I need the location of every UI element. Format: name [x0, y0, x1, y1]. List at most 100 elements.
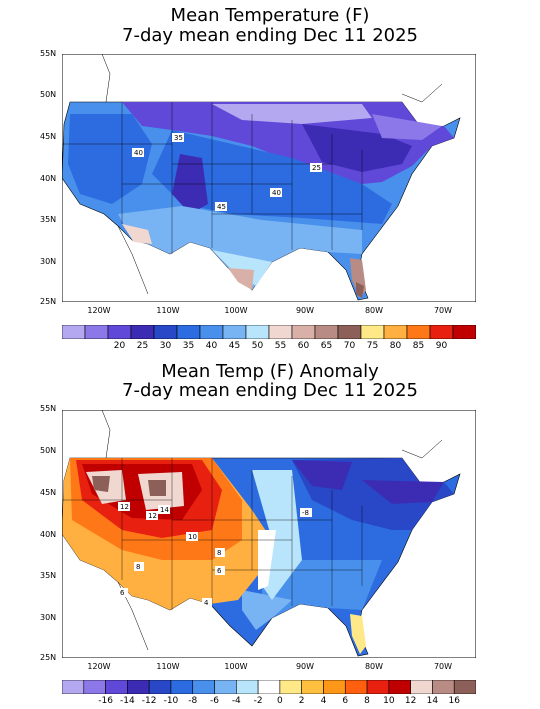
colorbar-label: 16	[448, 696, 460, 706]
top-colorbar	[62, 325, 476, 339]
colorbar-swatch	[257, 680, 281, 694]
lat-label: 40N	[40, 530, 57, 539]
lat-label: 30N	[40, 613, 57, 622]
colorbar-swatch	[383, 325, 408, 339]
lat-label: 35N	[40, 571, 57, 580]
bottom-ne-very-cold	[362, 480, 444, 504]
colorbar-label: -2	[253, 696, 263, 706]
colorbar-label: 25	[136, 341, 149, 351]
colorbar-swatch	[388, 680, 411, 694]
contour-label: 12	[148, 512, 157, 520]
bottom-west-brown2	[148, 480, 166, 496]
lon-label: 80W	[364, 662, 384, 671]
colorbar-swatch	[452, 325, 476, 339]
colorbar-swatch	[170, 680, 194, 694]
top-cold-ne	[372, 114, 442, 140]
lon-label: 90W	[295, 306, 315, 315]
bottom-contour-labels: 12 12 14 10 8 6 8 6 4 -8	[118, 502, 312, 607]
lon-label: 70W	[433, 306, 453, 315]
colorbar-swatch	[84, 325, 109, 339]
colorbar-label: 20	[113, 341, 126, 351]
contour-label: 8	[217, 549, 221, 557]
colorbar-swatch	[192, 680, 215, 694]
colorbar-swatch	[453, 680, 476, 694]
colorbar-swatch	[432, 680, 455, 694]
top-florida-tip	[356, 282, 364, 298]
lat-label: 35N	[40, 215, 57, 224]
lon-label: 100W	[224, 306, 248, 315]
top-west-mild	[68, 114, 152, 204]
colorbar-swatch	[323, 680, 346, 694]
colorbar-label: -14	[120, 696, 135, 706]
colorbar-swatch	[366, 680, 390, 694]
colorbar-label: 12	[404, 696, 417, 706]
colorbar-swatch	[268, 325, 293, 339]
lon-label: 110W	[156, 662, 180, 671]
colorbar-swatch	[222, 325, 247, 339]
lon-label: 120W	[87, 662, 111, 671]
colorbar-label: 65	[320, 341, 333, 351]
colorbar-label: 60	[297, 341, 310, 351]
lat-label: 55N	[40, 404, 57, 413]
lat-label: 25N	[40, 653, 57, 662]
bottom-colorbar	[62, 680, 476, 694]
colorbar-label: 10	[383, 696, 395, 706]
colorbar-label: 4	[320, 696, 327, 706]
top-texas-warm	[228, 268, 254, 290]
bottom-anomaly-map: 12 12 14 10 8 6 8 6 4 -8	[62, 410, 476, 658]
colorbar-label: 0	[277, 696, 283, 706]
colorbar-swatch	[62, 325, 86, 339]
bottom-gulf-mild	[242, 590, 292, 630]
colorbar-label: 14	[426, 696, 439, 706]
colorbar-swatch	[429, 325, 454, 339]
colorbar-label: 2	[298, 696, 305, 706]
colorbar-swatch	[107, 325, 132, 339]
top-map-subtitle: 7-day mean ending Dec 11 2025	[122, 25, 418, 46]
colorbar-swatch	[406, 325, 431, 339]
colorbar-label: 90	[435, 341, 448, 351]
colorbar-swatch	[127, 680, 150, 694]
colorbar-swatch	[360, 325, 385, 339]
bottom-map-subtitle: 7-day mean ending Dec 11 2025	[122, 380, 418, 401]
lat-label: 30N	[40, 257, 57, 266]
bottom-lakes-cold	[292, 460, 352, 490]
colorbar-label: -16	[98, 696, 113, 706]
colorbar-label: 50	[251, 341, 264, 351]
colorbar-swatch	[214, 680, 237, 694]
colorbar-label: 70	[343, 341, 356, 351]
lat-label: 50N	[40, 90, 57, 99]
colorbar-label: 55	[274, 341, 287, 351]
colorbar-label: 85	[412, 341, 425, 351]
colorbar-swatch	[291, 325, 316, 339]
contour-label: 40	[134, 149, 143, 157]
colorbar-swatch	[176, 325, 201, 339]
colorbar-label: -10	[163, 696, 179, 706]
colorbar-swatch	[245, 325, 270, 339]
contour-label: 12	[120, 503, 129, 511]
colorbar-label: 35	[182, 341, 195, 351]
top-gulf-warm	[212, 250, 272, 286]
lat-label: 55N	[40, 49, 57, 58]
colorbar-label: -4	[231, 696, 241, 706]
contour-label: 6	[217, 567, 222, 575]
colorbar-swatch	[344, 680, 368, 694]
top-map-title: Mean Temperature (F)	[170, 5, 370, 26]
contour-label: 4	[204, 599, 209, 607]
colorbar-label: 75	[366, 341, 379, 351]
contour-label: -8	[302, 509, 309, 517]
lat-label: 45N	[40, 488, 57, 497]
contour-label: 10	[188, 533, 197, 541]
colorbar-swatch	[199, 325, 224, 339]
contour-label: 14	[160, 506, 169, 514]
colorbar-swatch	[410, 680, 433, 694]
contour-label: 45	[217, 203, 226, 211]
lon-label: 100W	[224, 662, 248, 671]
colorbar-swatch	[130, 325, 155, 339]
contour-label: 40	[272, 189, 281, 197]
top-south-mild	[118, 206, 362, 290]
colorbar-swatch	[236, 680, 259, 694]
colorbar-swatch	[314, 325, 339, 339]
lon-label: 90W	[295, 662, 315, 671]
top-temperature-map: 35 40 25 40 45	[62, 54, 476, 302]
colorbar-label: 8	[364, 696, 370, 706]
